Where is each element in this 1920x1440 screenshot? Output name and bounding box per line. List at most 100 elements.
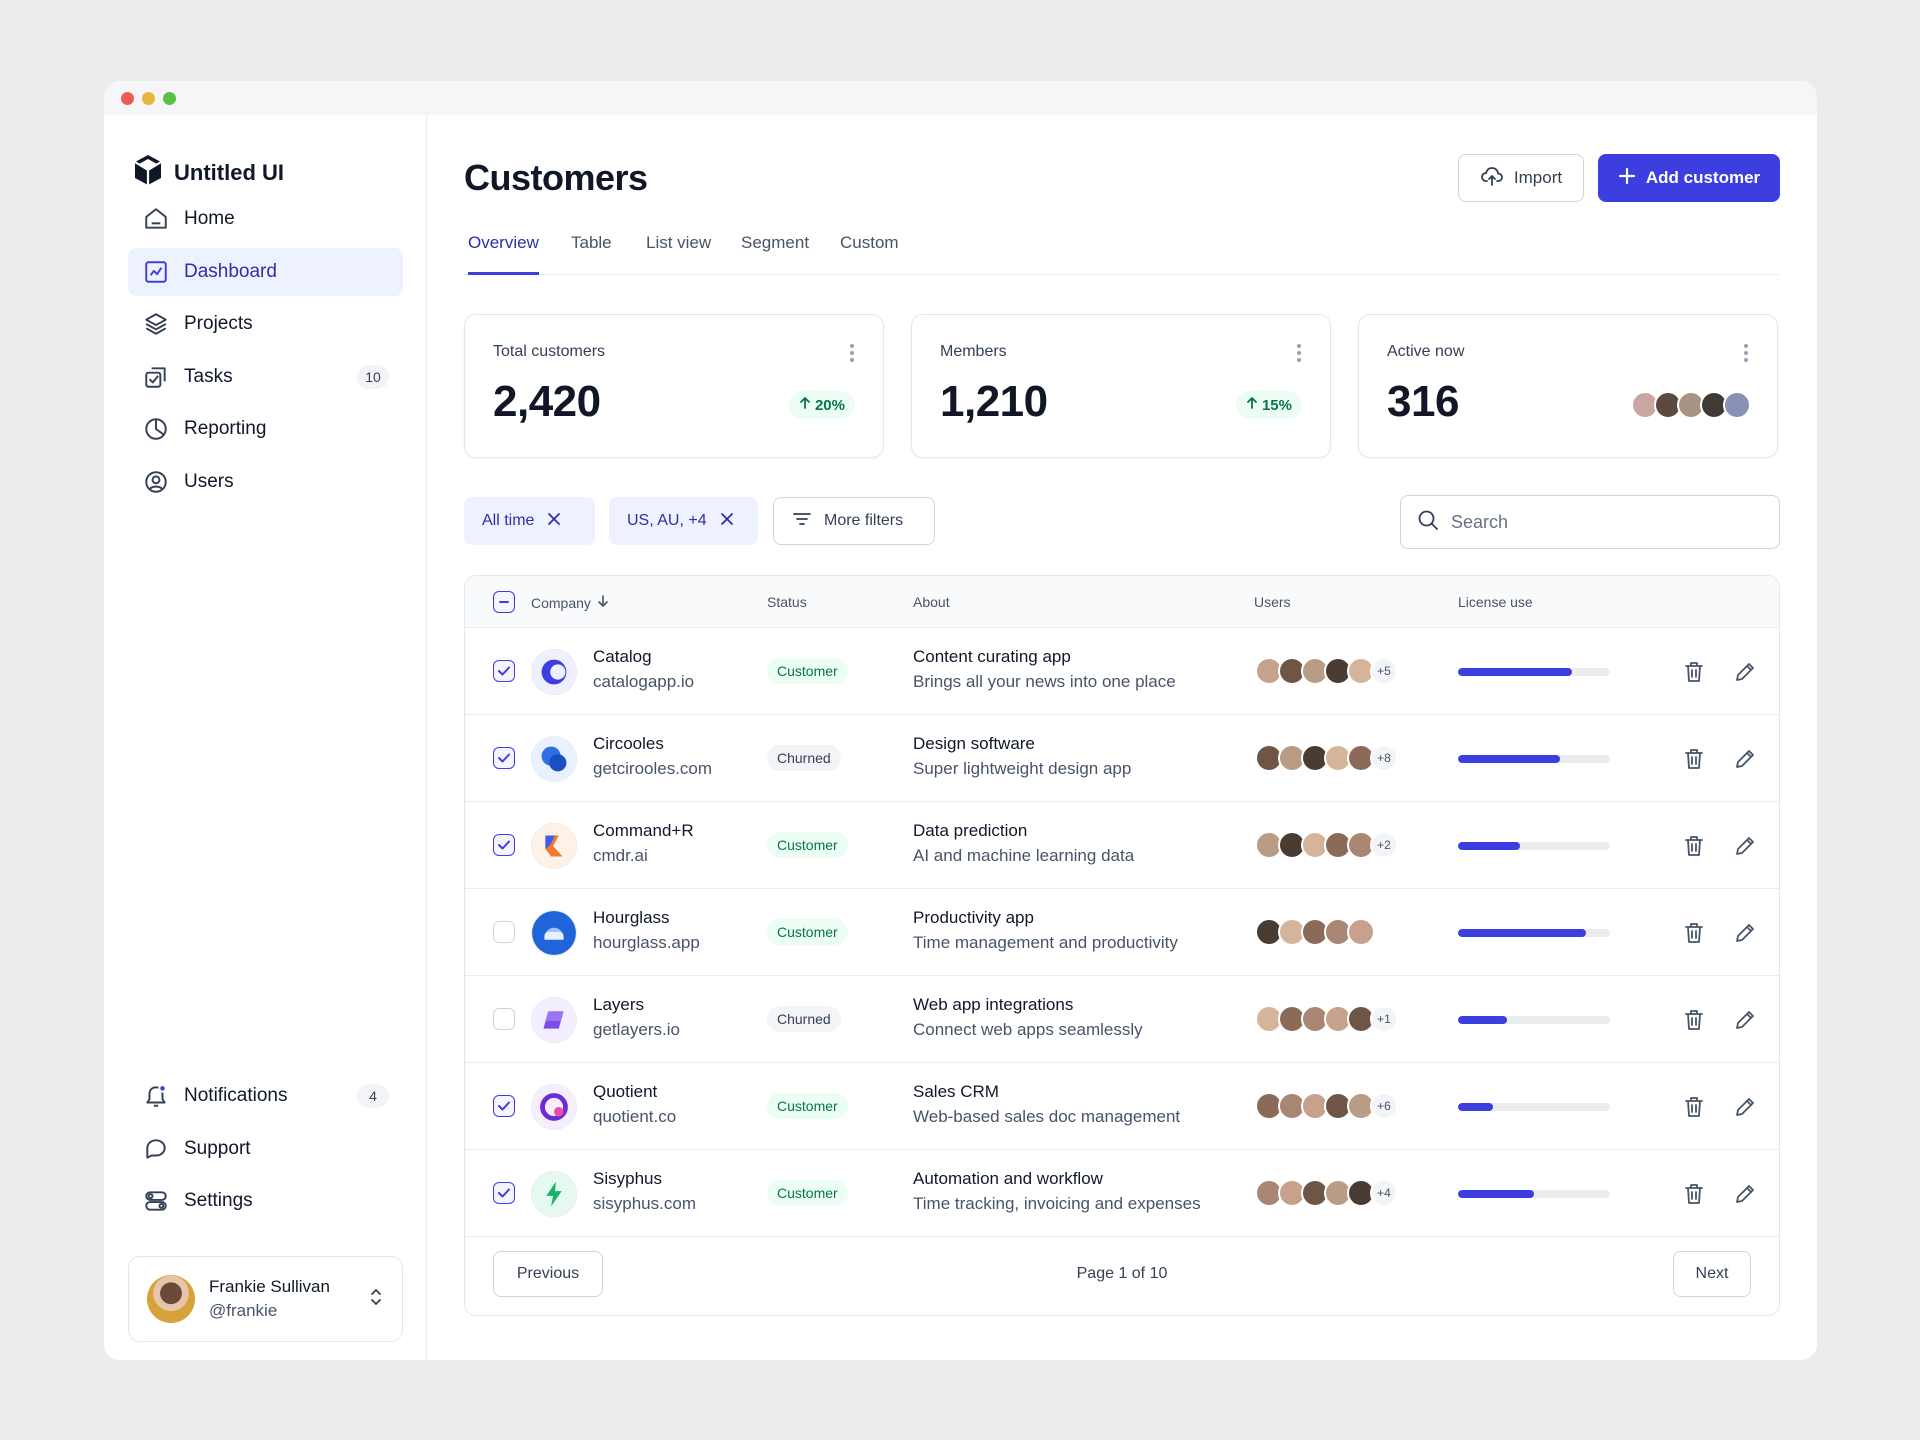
trash-icon[interactable]	[1680, 1006, 1708, 1034]
stat-label: Active now	[1387, 343, 1465, 360]
nav-item-users[interactable]: Users	[128, 458, 403, 506]
filter-chip-label: All time	[482, 512, 535, 529]
company-domain: hourglass.app	[593, 933, 700, 952]
tab-custom[interactable]: Custom	[840, 233, 899, 252]
maximize-window-button[interactable]	[163, 92, 176, 105]
pencil-icon[interactable]	[1731, 919, 1759, 947]
pencil-icon[interactable]	[1731, 1093, 1759, 1121]
next-page-button[interactable]: Next	[1673, 1251, 1751, 1297]
more-users-count: +1	[1370, 1005, 1398, 1033]
pencil-icon[interactable]	[1731, 1180, 1759, 1208]
table-row[interactable]: Layers getlayers.io Churned Web app integra…	[465, 976, 1779, 1063]
company-logo	[531, 823, 577, 869]
more-vertical-icon[interactable]	[1743, 343, 1749, 368]
close-icon[interactable]	[719, 511, 735, 532]
table-row[interactable]: Catalog catalogapp.io Customer Content cura…	[465, 628, 1779, 715]
row-checkbox[interactable]	[493, 660, 515, 682]
status-badge: Customer	[767, 1093, 848, 1119]
about-description: Brings all your news into one place	[913, 672, 1176, 691]
cube-logo-icon	[132, 153, 164, 192]
nav-item-home[interactable]: Home	[128, 195, 403, 243]
search-icon	[1417, 509, 1439, 536]
table-row[interactable]: Sisyphus sisyphus.com Customer Automation a…	[465, 1150, 1779, 1237]
user-name: Frankie Sullivan	[209, 1277, 330, 1296]
more-vertical-icon[interactable]	[1296, 343, 1302, 368]
row-checkbox[interactable]	[493, 834, 515, 856]
row-checkbox[interactable]	[493, 747, 515, 769]
tab-overview[interactable]: Overview	[468, 223, 539, 275]
tab-table[interactable]: Table	[571, 233, 612, 252]
nav-item-projects[interactable]: Projects	[128, 300, 403, 348]
add-customer-button[interactable]: Add customer	[1598, 154, 1780, 202]
row-checkbox[interactable]	[493, 921, 515, 943]
table-row[interactable]: Circooles getcirooles.com Churned Design so…	[465, 715, 1779, 802]
nav-item-dashboard[interactable]: Dashboard	[128, 247, 403, 296]
close-icon[interactable]	[546, 511, 562, 532]
pencil-icon[interactable]	[1731, 745, 1759, 773]
row-checkbox[interactable]	[493, 1008, 515, 1030]
column-header-status: Status	[767, 594, 807, 610]
license-use-fill	[1458, 1016, 1507, 1024]
home-icon	[142, 205, 170, 233]
row-checkbox[interactable]	[493, 1182, 515, 1204]
select-all-checkbox[interactable]	[493, 591, 515, 613]
table-row[interactable]: Quotient quotient.co Customer Sales CRM Web-…	[465, 1063, 1779, 1150]
status-badge: Customer	[767, 832, 848, 858]
company-name: Sisyphus	[593, 1169, 662, 1188]
page-title: Customers	[464, 157, 648, 198]
nav-item-notifications[interactable]: Notifications 4	[128, 1072, 403, 1120]
column-header-company[interactable]: Company	[531, 594, 609, 611]
nav-item-label: Settings	[184, 1190, 253, 1211]
company-logo	[531, 997, 577, 1043]
pencil-icon[interactable]	[1731, 658, 1759, 686]
more-filters-label: More filters	[824, 512, 904, 529]
search-input[interactable]	[1451, 511, 1751, 533]
trash-icon[interactable]	[1680, 658, 1708, 686]
company-name: Quotient	[593, 1082, 658, 1101]
company-domain: quotient.co	[593, 1107, 677, 1126]
nav-item-label: Users	[184, 470, 234, 492]
nav-item-reporting[interactable]: Reporting	[128, 405, 403, 453]
trash-icon[interactable]	[1680, 1093, 1708, 1121]
sidebar: Untitled UI Home Dashboard Projects Task…	[104, 115, 427, 1360]
nav-item-tasks[interactable]: Tasks 10	[128, 353, 403, 401]
filter-chip-time[interactable]: All time	[464, 497, 595, 545]
cloud-upload-icon	[1480, 165, 1504, 192]
users-avatar-group: +4	[1255, 1179, 1398, 1207]
trash-icon[interactable]	[1680, 919, 1708, 947]
trash-icon[interactable]	[1680, 1180, 1708, 1208]
about-description: AI and machine learning data	[913, 846, 1135, 865]
filter-chip-label: US, AU, +4	[627, 512, 707, 529]
trash-icon[interactable]	[1680, 832, 1708, 860]
account-switcher[interactable]: Frankie Sullivan @frankie	[128, 1256, 403, 1342]
nav-item-settings[interactable]: Settings	[128, 1177, 403, 1225]
table-row[interactable]: Command+R cmdr.ai Customer Data prediction A…	[465, 802, 1779, 889]
previous-page-button[interactable]: Previous	[493, 1251, 603, 1297]
pencil-icon[interactable]	[1731, 832, 1759, 860]
filter-chip-region[interactable]: US, AU, +4	[609, 497, 758, 545]
users-avatar-group: +6	[1255, 1092, 1398, 1120]
search-field[interactable]	[1400, 495, 1780, 549]
row-checkbox[interactable]	[493, 1095, 515, 1117]
tab-segment[interactable]: Segment	[741, 233, 810, 252]
license-use-fill	[1458, 755, 1560, 763]
secondary-nav: Notifications 4 Support Settings	[128, 1072, 403, 1230]
import-button[interactable]: Import	[1458, 154, 1584, 202]
company-logo	[531, 649, 577, 695]
add-customer-label: Add customer	[1645, 168, 1761, 187]
trash-icon[interactable]	[1680, 745, 1708, 773]
more-vertical-icon[interactable]	[849, 343, 855, 368]
nav-item-label: Reporting	[184, 418, 267, 439]
pencil-icon[interactable]	[1731, 1006, 1759, 1034]
about-title: Content curating app	[913, 647, 1071, 666]
nav-item-support[interactable]: Support	[128, 1125, 403, 1173]
close-window-button[interactable]	[121, 92, 134, 105]
more-filters-button[interactable]: More filters	[773, 497, 935, 545]
tab-list-view[interactable]: List view	[646, 233, 712, 252]
more-users-count: +4	[1370, 1179, 1398, 1207]
status-badge: Customer	[767, 919, 848, 945]
minimize-window-button[interactable]	[142, 92, 155, 105]
table-row[interactable]: Hourglass hourglass.app Customer Productivi…	[465, 889, 1779, 976]
dashboard-icon	[142, 258, 170, 286]
app-logo[interactable]: Untitled UI	[132, 153, 284, 192]
